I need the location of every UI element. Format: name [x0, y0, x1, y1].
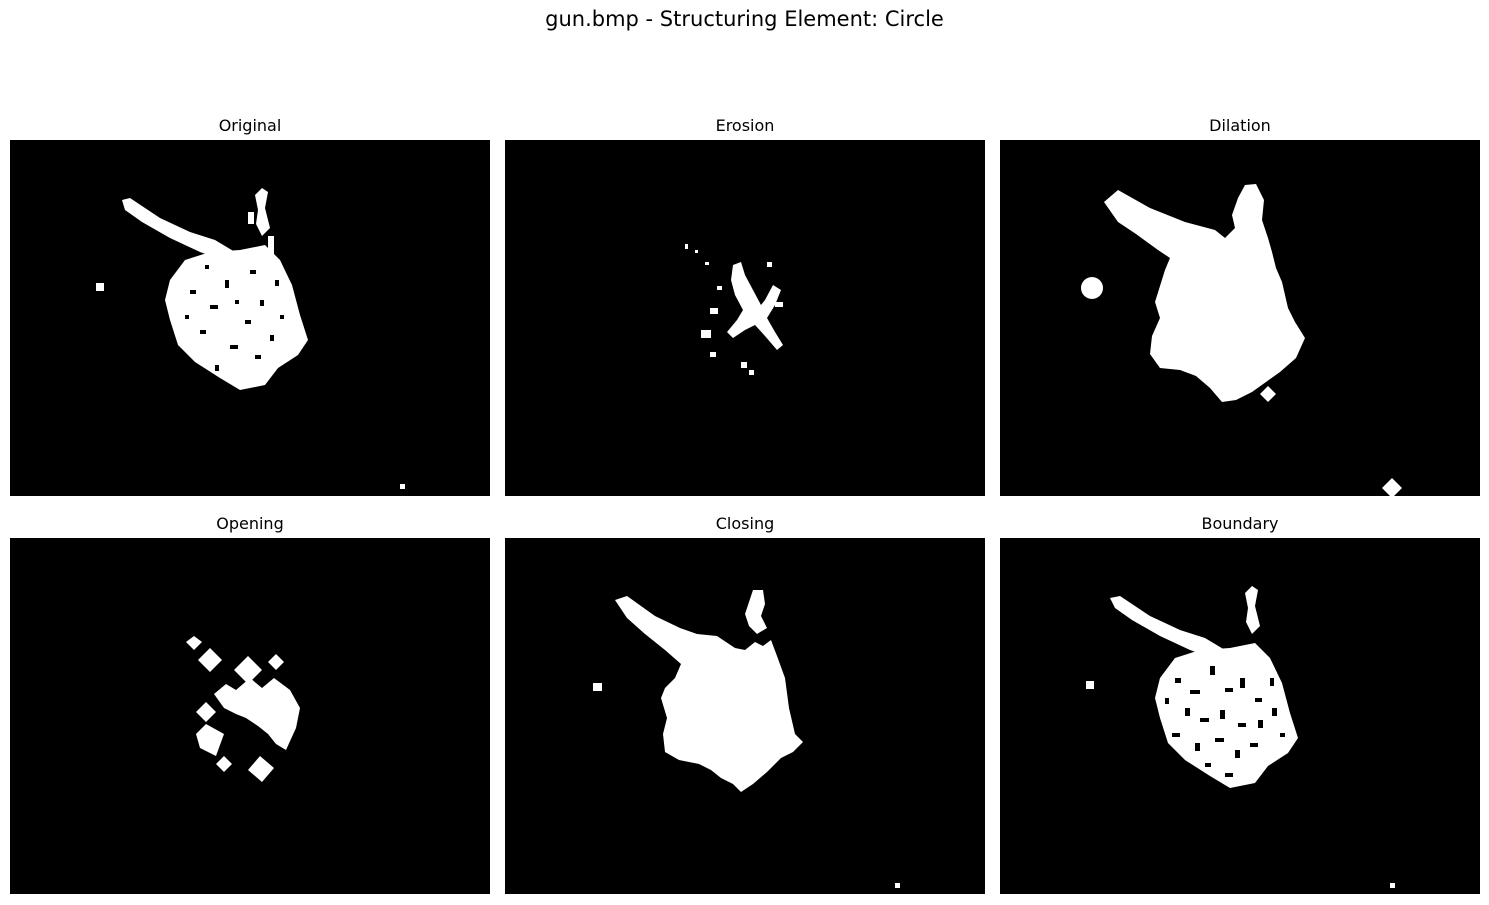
closing-binary-image: [505, 538, 985, 894]
dilation-binary-image: [1000, 140, 1480, 496]
panel-dilation-image: [1000, 140, 1480, 496]
figure-title: gun.bmp - Structuring Element: Circle: [545, 7, 944, 31]
panel-boundary-image: [1000, 538, 1480, 894]
panel-title-dilation: Dilation: [1209, 116, 1271, 135]
panel-title-erosion: Erosion: [715, 116, 775, 135]
opening-binary-image: [10, 538, 490, 894]
panel-closing-image: [505, 538, 985, 894]
panel-opening-image: [10, 538, 490, 894]
erosion-binary-image: [505, 140, 985, 496]
panel-title-original: Original: [218, 116, 282, 135]
panel-title-opening: Opening: [216, 514, 284, 533]
panel-erosion-image: [505, 140, 985, 496]
panel-title-closing: Closing: [715, 514, 775, 533]
panel-title-boundary: Boundary: [1201, 514, 1279, 533]
panel-original-image: [10, 140, 490, 496]
boundary-binary-image: [1000, 538, 1480, 894]
original-binary-image: [10, 140, 490, 496]
